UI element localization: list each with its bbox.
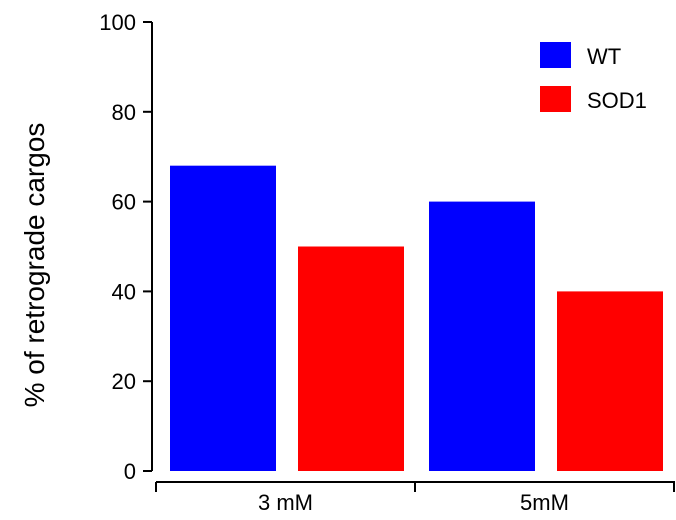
- legend-label: WT: [587, 44, 621, 69]
- x-category-label: 3 mM: [258, 490, 313, 515]
- legend: WT SOD1: [540, 42, 647, 113]
- y-tick-label: 0: [124, 459, 136, 484]
- y-tick-label: 20: [112, 369, 136, 394]
- x-category-label: 5mM: [520, 490, 569, 515]
- legend-label: SOD1: [587, 88, 647, 113]
- y-tick-label: 60: [112, 190, 136, 215]
- y-tick-label: 40: [112, 279, 136, 304]
- bar-sod1-1: [298, 246, 404, 471]
- x-axis-ticks: 3 mM 5mM: [155, 482, 675, 515]
- bar-sod1-2: [557, 291, 663, 471]
- y-axis-ticks: 0 20 40 60 80 100: [99, 10, 152, 484]
- legend-swatch: [540, 86, 571, 112]
- bar-wt-1: [170, 165, 276, 471]
- y-tick-label: 80: [112, 100, 136, 125]
- bar-wt-2: [429, 201, 535, 471]
- legend-swatch: [540, 42, 571, 68]
- y-axis-title: % of retrograde cargos: [19, 123, 50, 408]
- bars: [170, 165, 663, 471]
- y-tick-label: 100: [99, 10, 136, 35]
